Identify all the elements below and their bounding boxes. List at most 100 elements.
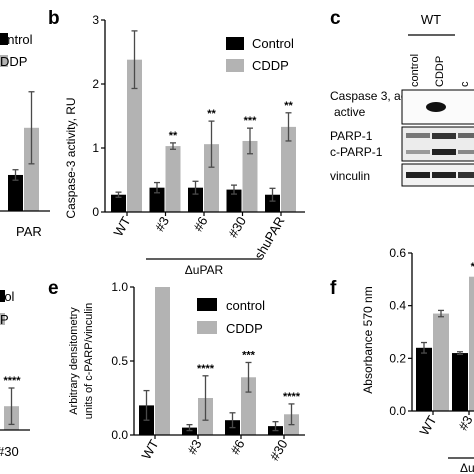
error-bar-b-1-4 — [285, 112, 292, 142]
panel-b-y-ticks: 0 1 2 3 — [92, 13, 105, 219]
bar-b-control-4 — [265, 194, 280, 212]
x-tick-label: #3 — [455, 413, 474, 433]
blot-band-parp-control — [406, 133, 430, 138]
blot-band-vinculin-cddp — [432, 172, 456, 178]
blot-band-cparp-partial — [458, 150, 474, 154]
y-tick-label: 3 — [92, 13, 99, 27]
panel-b-x-ticks: WT #3 #6 #30 shuPAR — [110, 212, 288, 262]
error-bar-b-0-4 — [269, 187, 276, 202]
error-bar-e-0-1 — [186, 423, 193, 432]
y-tick-label: 0.4 — [389, 299, 406, 313]
panel-c-lane-label-cddp: CDDP — [434, 56, 446, 87]
y-tick-label: 0 — [92, 205, 99, 219]
x-tick-label: WT — [416, 413, 439, 438]
error-bar-a-1 — [28, 91, 35, 165]
error-bar-b-1-0 — [131, 30, 138, 90]
panel-letter-c: c — [330, 8, 341, 29]
error-bar-e-0-2 — [229, 412, 236, 429]
panel-d-legend-swatch-control — [0, 290, 5, 302]
significance-label: *** — [244, 115, 258, 127]
error-bar-b-0-0 — [115, 191, 122, 198]
panel-c-lane-label-partial: c — [459, 81, 471, 87]
panel-b-y-axis-title: Caspase-3 activity, RU — [64, 97, 78, 218]
blot-band-parp-partial — [458, 133, 474, 138]
significance-label: **** — [283, 391, 301, 403]
error-bar-b-0-1 — [154, 181, 160, 194]
error-bar-b-0-2 — [192, 180, 199, 195]
x-tick-label: #30 — [267, 437, 291, 463]
bar-b-control-1 — [149, 187, 165, 212]
y-tick-label: 1.0 — [111, 280, 128, 294]
panel-letter-f: f — [330, 278, 337, 299]
error-bar-f-1-0 — [438, 309, 444, 318]
bar-b-control-3 — [226, 189, 242, 212]
panel-a-plot-area — [8, 91, 39, 211]
panel-f-plot-area: *** — [416, 261, 474, 411]
bar-e-control-1 — [182, 427, 197, 435]
error-bar-a-0 — [12, 169, 19, 181]
significance-label: **** — [197, 363, 215, 375]
bar-f-cddp-0 — [433, 313, 449, 411]
panel-e-y-axis-title-line1: Arbitrary densitometry — [68, 307, 80, 415]
panel-b-legend-label-cddp: CDDP — [252, 58, 289, 73]
panel-f-y-axis-title: Absorbance 570 nm — [361, 286, 375, 393]
bar-f-cddp-1 — [469, 276, 474, 411]
panel-c-wt-header: WT — [421, 12, 441, 27]
bar-b-cddp-1 — [165, 146, 181, 212]
panel-d-partial-chart: rol P **** #30 — [0, 289, 30, 459]
panel-e-chart: Arbitrary densitometry units of c-PARP/v… — [68, 280, 305, 463]
panel-f-x-ticks: WT #3 — [416, 411, 474, 438]
x-tick-label: shuPAR — [251, 214, 287, 262]
bar-f-control-0 — [416, 347, 432, 411]
bar-a-cddp — [24, 127, 39, 211]
panel-b-legend-swatch-cddp — [226, 59, 244, 72]
error-bar-e-0-3 — [272, 421, 279, 432]
panel-a-x-label-fragment: PAR — [16, 224, 42, 239]
panel-e-plot-area: *********** — [139, 287, 301, 435]
panel-f-y-ticks: 0.0 0.2 0.4 0.6 — [389, 246, 412, 418]
bar-b-cddp-0 — [127, 59, 142, 213]
legend-swatch-cddp — [0, 55, 8, 67]
y-tick-label: 0.0 — [111, 428, 128, 442]
bar-b-cddp-4 — [281, 126, 296, 212]
panel-letter-e: e — [48, 278, 59, 299]
blot-band-cparp-cddp — [432, 149, 456, 155]
y-tick-label: 0.5 — [111, 354, 128, 368]
panel-b-legend-swatch-control — [226, 37, 244, 50]
x-tick-label: #30 — [225, 214, 249, 240]
panel-c-lane-label-control: control — [409, 54, 421, 87]
bar-a-control — [8, 174, 23, 211]
y-tick-label: 0.2 — [389, 351, 406, 365]
panel-e-legend-swatch-cddp — [197, 321, 217, 334]
error-bar-b-1-1 — [170, 142, 176, 150]
significance-label: ** — [169, 130, 178, 142]
panel-b-group-label: ΔuPAR — [185, 263, 224, 277]
panel-e-x-ticks: WT #3 #6 #30 — [138, 435, 291, 463]
y-tick-label: 2 — [92, 77, 99, 91]
x-tick-label: #6 — [227, 437, 247, 457]
significance-label: **** — [3, 375, 21, 387]
panel-d-legend-swatch-cddp — [0, 313, 5, 325]
panel-a-partial-chart: ontrol DDP PAR — [0, 32, 50, 239]
x-tick-label: #3 — [184, 437, 204, 457]
panel-d-x-label-fragment: #30 — [0, 444, 19, 459]
bar-b-control-2 — [188, 187, 203, 212]
panel-c-row-label-vinculin: vinculin — [330, 169, 370, 183]
error-bar-b-0-3 — [231, 184, 237, 195]
legend-label-control: ontrol — [0, 32, 33, 47]
error-bar-e-1-2 — [245, 361, 252, 393]
significance-label: ** — [284, 100, 293, 112]
y-tick-label: 1 — [92, 141, 99, 155]
panel-e-legend-swatch-control — [197, 298, 217, 311]
panel-f-group-label: Δu — [460, 461, 474, 474]
blot-band-vinculin-control — [406, 172, 430, 178]
panel-f-chart: Absorbance 570 nm *** 0.00.20.40.6 WT#3 … — [361, 246, 474, 474]
bar-b-cddp-2 — [204, 144, 219, 212]
panel-c-row-label-parp1: PARP-1 — [330, 129, 373, 143]
panel-d-legend-label-cddp: P — [0, 312, 9, 327]
panel-e-y-axis-title-line2: units of c-PARP/vinculin — [83, 303, 95, 420]
bar-f-control-1 — [452, 353, 468, 411]
panel-letter-b: b — [48, 8, 60, 29]
